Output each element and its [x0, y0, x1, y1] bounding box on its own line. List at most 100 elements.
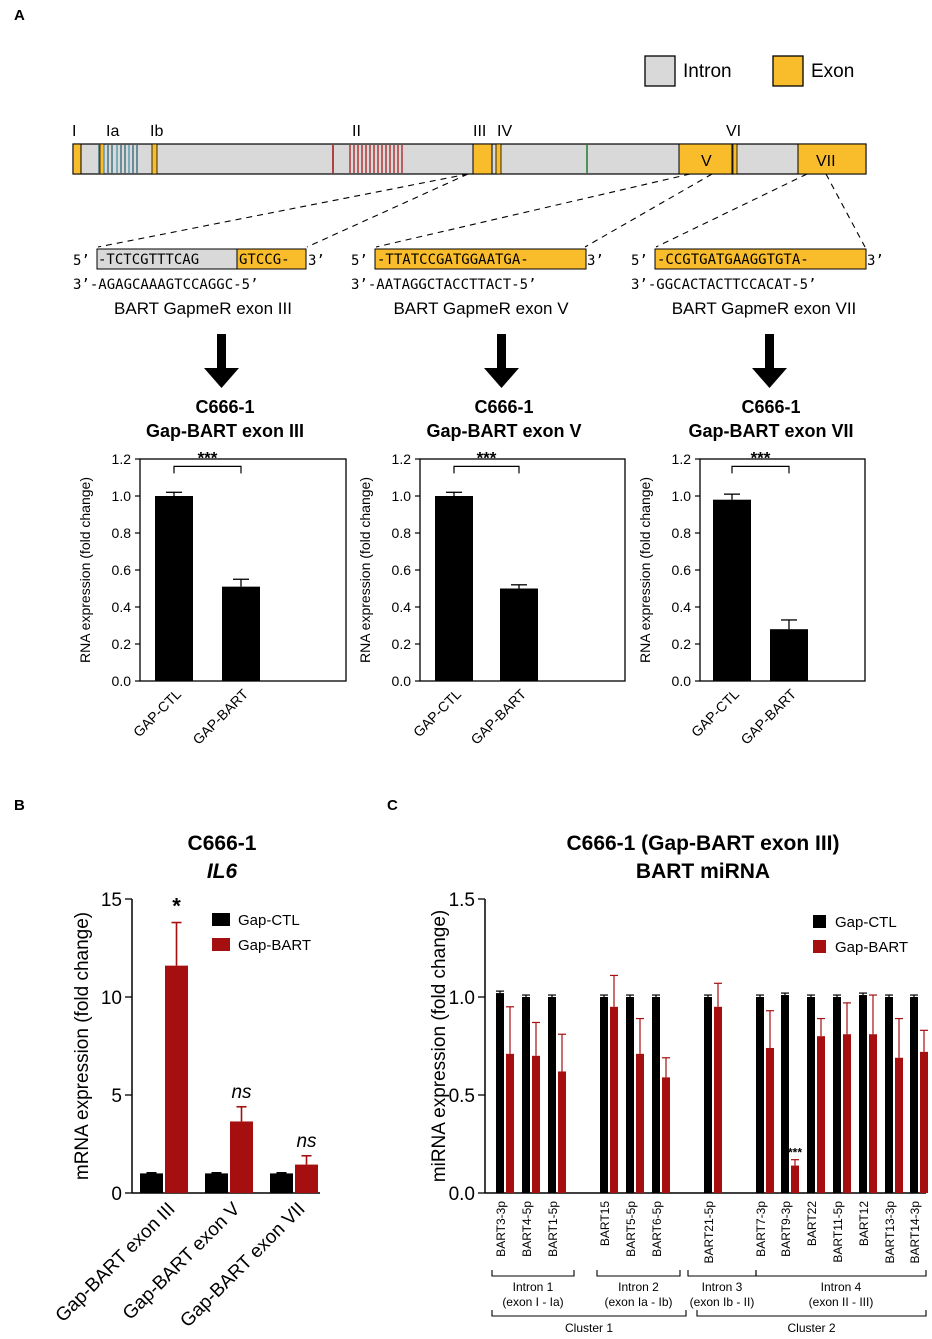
significance-label: *** [788, 1146, 802, 1160]
y-tick-label: 0.2 [672, 636, 692, 652]
three-prime-2: 3’ [587, 253, 604, 269]
gene-intron-bar [72, 143, 867, 175]
bar-gap-ctl-5 [626, 997, 634, 1193]
gapmer-seq-3: 3’-GGCACTACTTCCACAT-5’ [631, 277, 816, 293]
x-tick-label: BART13-3p [883, 1201, 897, 1264]
exon-III [472, 143, 493, 175]
exon-label-IV: IV [497, 123, 512, 140]
x-tick-label: BART11-5p [831, 1201, 845, 1263]
legend-intron-label: Intron [683, 61, 732, 82]
exon-label-Ib: Ib [150, 123, 163, 140]
x-tick-label: GAP-CTL [688, 686, 742, 740]
bar-gap-ctl-1 [140, 1173, 163, 1193]
chart-b: C666-1 IL6 0 5 10 15 mRNA expression (fold cha… [52, 832, 320, 1332]
target-exon-box-2 [374, 248, 587, 270]
legend-swatch-gap-ctl [212, 913, 230, 926]
group-bracket [596, 1270, 681, 1277]
y-tick-label: 0.8 [392, 525, 412, 541]
bar-gap-bart-11 [843, 1034, 851, 1193]
bar-gap-ctl-12 [859, 995, 867, 1193]
x-tick-label: BART15 [598, 1201, 612, 1246]
bar-gap-bart-10 [817, 1036, 825, 1193]
bar-gap-ctl-2 [522, 997, 530, 1193]
y-tick-label: 1.2 [392, 451, 412, 467]
gapmer-name-3: BART GapmeR exon VII [672, 299, 857, 318]
x-tick-label: Gap-BART exon VII [176, 1199, 309, 1332]
five-prime-3: 5’ [631, 253, 648, 269]
five-prime-2: 5’ [351, 253, 368, 269]
target-gray-seq-1: -TCTCGTTTCAG [98, 252, 199, 268]
x-tick-label: BART5-5p [624, 1201, 638, 1257]
exon-IV [495, 143, 502, 175]
cluster-bracket [491, 1310, 687, 1317]
group-label: Intron 3 [702, 1280, 743, 1294]
chart-a-3: C666-1 Gap-BART exon VII 0.0 0.2 0.4 0.6 0.8 1.… [637, 397, 866, 748]
bar-gap-bart-7 [714, 1006, 722, 1193]
cluster-label: Cluster 1 [565, 1321, 613, 1335]
chart-a-1: C666-1 Gap-BART exon III 0.0 0.2 0.4 0.6 0.8 1.… [77, 397, 347, 748]
bar-gap-bart [222, 586, 260, 681]
gapmer-seq-2: 3’-AATAGGCTACCTTACT-5’ [351, 277, 536, 293]
y-axis-label: mRNA expression (fold change) [72, 912, 93, 1180]
gapmer-seq-1: 3’-AGAGCAAAGTCCAGGC-5’ [73, 277, 258, 293]
y-axis-label: RNA expression (fold change) [637, 477, 653, 663]
chart-title: C666-1 [474, 397, 533, 417]
y-tick-label: 0.2 [112, 636, 132, 652]
y-tick-label: 1.0 [449, 988, 475, 1009]
x-tick-label: BART4-5p [520, 1201, 534, 1257]
y-tick-label: 15 [101, 890, 122, 911]
bar-gap-bart-1 [165, 965, 188, 1193]
y-tick-label: 0.8 [112, 525, 132, 541]
group-label: Intron 1 [513, 1280, 554, 1294]
significance-bracket [453, 465, 520, 474]
y-tick-label: 1.0 [672, 488, 692, 504]
y-tick-label: 0.6 [392, 562, 412, 578]
gapmer-name-2: BART GapmeR exon V [393, 299, 569, 318]
target-exon-box-3 [654, 248, 867, 270]
x-tick-label: Gap-BART exon III [52, 1199, 180, 1327]
significance-bracket [173, 465, 242, 474]
gene-structure: VII V [72, 143, 867, 175]
flow-arrows [204, 334, 787, 388]
exon-I [72, 143, 82, 175]
bar-gap-bart-8 [766, 1047, 774, 1193]
x-tick-label: GAP-CTL [410, 686, 464, 740]
target-yellow-seq-3: -CCGTGATGAAGGTGTA- [657, 252, 809, 268]
charts-layer: C666-1 Gap-BART exon III 0.0 0.2 0.4 0.6 0.8 1.… [52, 397, 928, 1335]
bar-gap-ctl-4 [600, 997, 608, 1193]
x-tick-label: BART3-3p [494, 1201, 508, 1257]
y-tick-label: 5 [111, 1086, 122, 1107]
bar-gap-ctl-3 [548, 997, 556, 1193]
chart-title: C666-1 [188, 832, 257, 855]
x-tick-label: GAP-BART [189, 685, 251, 747]
chart-subtitle: BART miRNA [636, 860, 770, 883]
significance-label: * [172, 894, 181, 919]
y-tick-label: 1.2 [672, 451, 692, 467]
chart-subtitle: Gap-BART exon V [426, 421, 581, 441]
bar-gap-ctl-2 [205, 1173, 228, 1193]
bar-gap-bart-2 [532, 1055, 540, 1193]
bar-gap-bart-14 [920, 1051, 928, 1193]
y-tick-label: 0.8 [672, 525, 692, 541]
exon-label-VI: VI [726, 123, 741, 140]
panel-label-b: B [14, 797, 25, 814]
group-bracket [687, 1270, 757, 1277]
x-tick-label: BART21-5p [702, 1201, 716, 1264]
bar-gap-ctl-6 [652, 997, 660, 1193]
y-tick-label: 0.6 [112, 562, 132, 578]
x-tick-label: BART12 [857, 1201, 871, 1246]
target-yellow-seq-2: -TTATCCGATGGAATGA- [377, 252, 529, 268]
y-axis-label: miRNA expression (fold change) [429, 910, 450, 1182]
exon-label-VII-inbar: VII [816, 153, 836, 170]
significance-stars: *** [751, 448, 771, 467]
y-tick-label: 10 [101, 988, 122, 1009]
bar-gap-ctl-1 [496, 993, 504, 1193]
group-sublabel: (exon II - III) [809, 1295, 874, 1309]
exon-Ib [151, 143, 158, 175]
y-tick-label: 0.5 [449, 1086, 475, 1107]
x-tick-label: BART6-5p [650, 1201, 664, 1257]
gapmer-exon-VII: 5’ -CCGTGATGAAGGTGTA- 3’ 3’-GGCACTACTTCC… [631, 248, 884, 318]
gapmer-exon-V: 5’ -TTATCCGATGGAATGA- 3’ 3’-AATAGGCTACCT… [351, 248, 604, 318]
target-exon-box-1 [236, 248, 307, 270]
arrow-down-2 [484, 334, 519, 388]
